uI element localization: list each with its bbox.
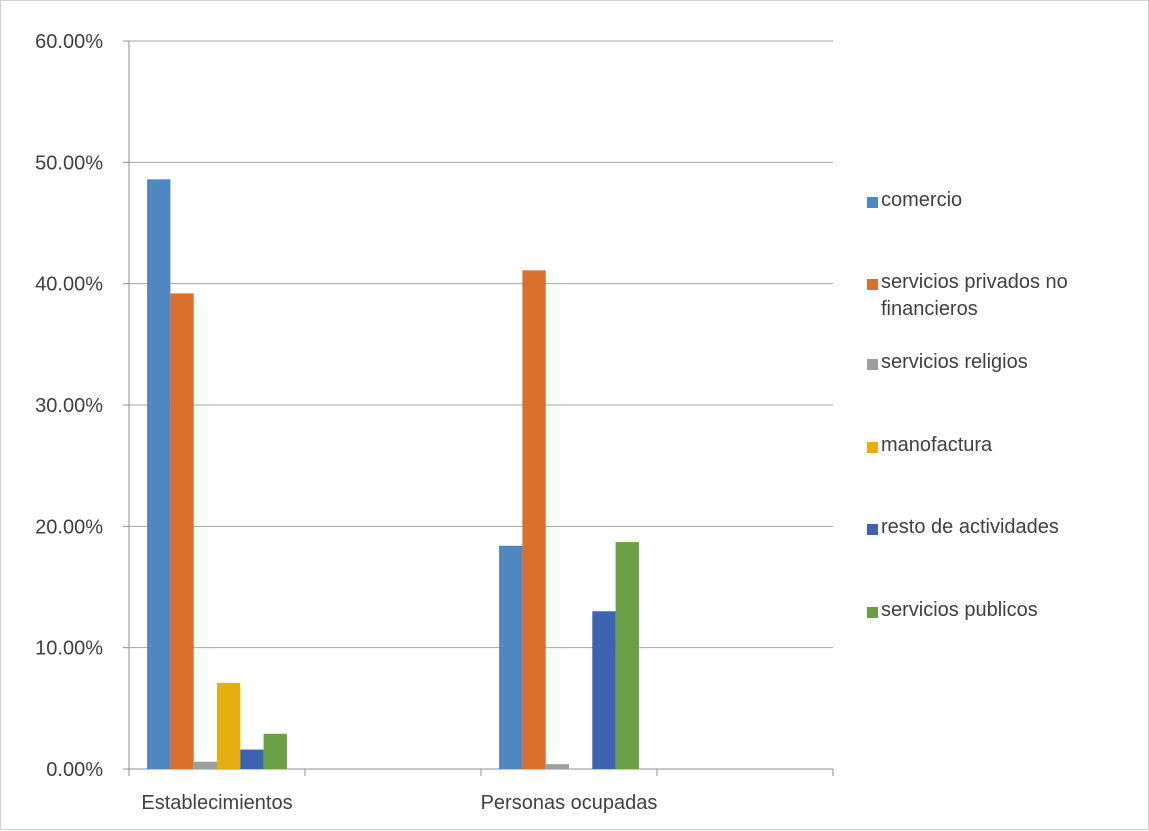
legend-item: servicios religios [867, 349, 1147, 376]
bar [217, 682, 241, 769]
bar [499, 545, 523, 769]
legend-label: servicios religios [881, 351, 1028, 373]
y-tick-label: 20.00% [35, 516, 103, 538]
bar [170, 293, 194, 769]
bar [615, 542, 639, 769]
bar [545, 764, 569, 769]
y-tick-label: 60.00% [35, 31, 103, 53]
legend-label: manofactura [881, 434, 993, 456]
legend-swatch [867, 197, 878, 208]
y-tick-label: 50.00% [35, 152, 103, 174]
legend-label: servicios publicos [881, 599, 1038, 621]
gridlines [129, 40, 833, 649]
legend-label: comercio [881, 189, 963, 211]
y-tick-label: 0.00% [46, 759, 103, 781]
legend-item: servicios publicos [867, 597, 1147, 624]
legend-item: servicios privados no financieros [867, 269, 1147, 323]
y-tick-label: 40.00% [35, 274, 103, 296]
axes [123, 40, 834, 776]
bar [522, 270, 546, 769]
x-category-label: Personas ocupadas [481, 792, 658, 814]
legend-label: resto de actividades [881, 516, 1059, 538]
legend-swatch [867, 607, 878, 618]
legend-swatch [867, 442, 878, 453]
bar [263, 733, 287, 769]
bar [193, 761, 217, 769]
legend-swatch [867, 359, 878, 370]
x-category-label: Establecimientos [141, 792, 292, 814]
y-tick-label: 30.00% [35, 395, 103, 417]
legend-item: manofactura [867, 432, 1147, 459]
bar [147, 179, 171, 769]
bars [147, 179, 639, 769]
legend-label: servicios privados no financieros [881, 271, 1068, 320]
legend-swatch [867, 279, 878, 290]
legend-swatch [867, 524, 878, 535]
axis-labels: 0.00% 10.00% 20.00% 30.00% 40.00% 50.00% 60.00… [35, 31, 657, 814]
bar [592, 611, 616, 769]
y-tick-label: 10.00% [35, 638, 103, 660]
legend-item: resto de actividades [867, 514, 1147, 541]
legend-item: comercio [867, 187, 1147, 214]
bar [240, 749, 264, 769]
